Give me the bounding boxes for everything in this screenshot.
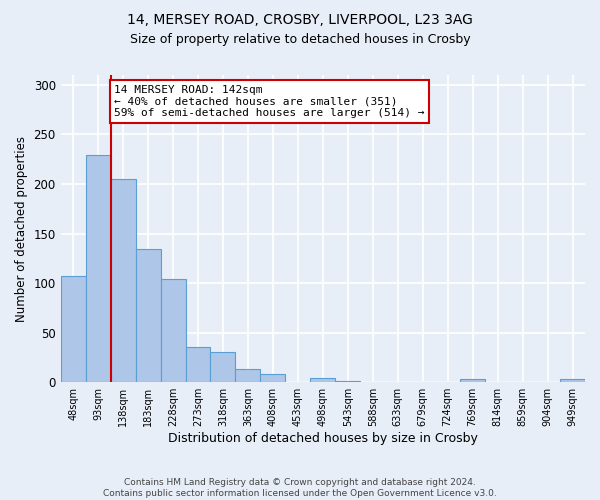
Bar <box>110 179 136 382</box>
Bar <box>235 370 260 382</box>
Bar <box>136 250 161 382</box>
Text: Contains HM Land Registry data © Crown copyright and database right 2024.
Contai: Contains HM Land Registry data © Crown c… <box>103 478 497 498</box>
Bar <box>335 381 360 382</box>
Bar <box>460 379 485 382</box>
Bar <box>86 156 110 382</box>
Bar <box>185 346 211 382</box>
Bar <box>161 279 185 382</box>
Bar <box>260 374 286 382</box>
Bar <box>560 379 585 382</box>
Bar <box>61 276 86 382</box>
Text: Size of property relative to detached houses in Crosby: Size of property relative to detached ho… <box>130 32 470 46</box>
Text: 14 MERSEY ROAD: 142sqm
← 40% of detached houses are smaller (351)
59% of semi-de: 14 MERSEY ROAD: 142sqm ← 40% of detached… <box>115 85 425 118</box>
X-axis label: Distribution of detached houses by size in Crosby: Distribution of detached houses by size … <box>168 432 478 445</box>
Y-axis label: Number of detached properties: Number of detached properties <box>15 136 28 322</box>
Text: 14, MERSEY ROAD, CROSBY, LIVERPOOL, L23 3AG: 14, MERSEY ROAD, CROSBY, LIVERPOOL, L23 … <box>127 12 473 26</box>
Bar <box>310 378 335 382</box>
Bar <box>211 352 235 382</box>
